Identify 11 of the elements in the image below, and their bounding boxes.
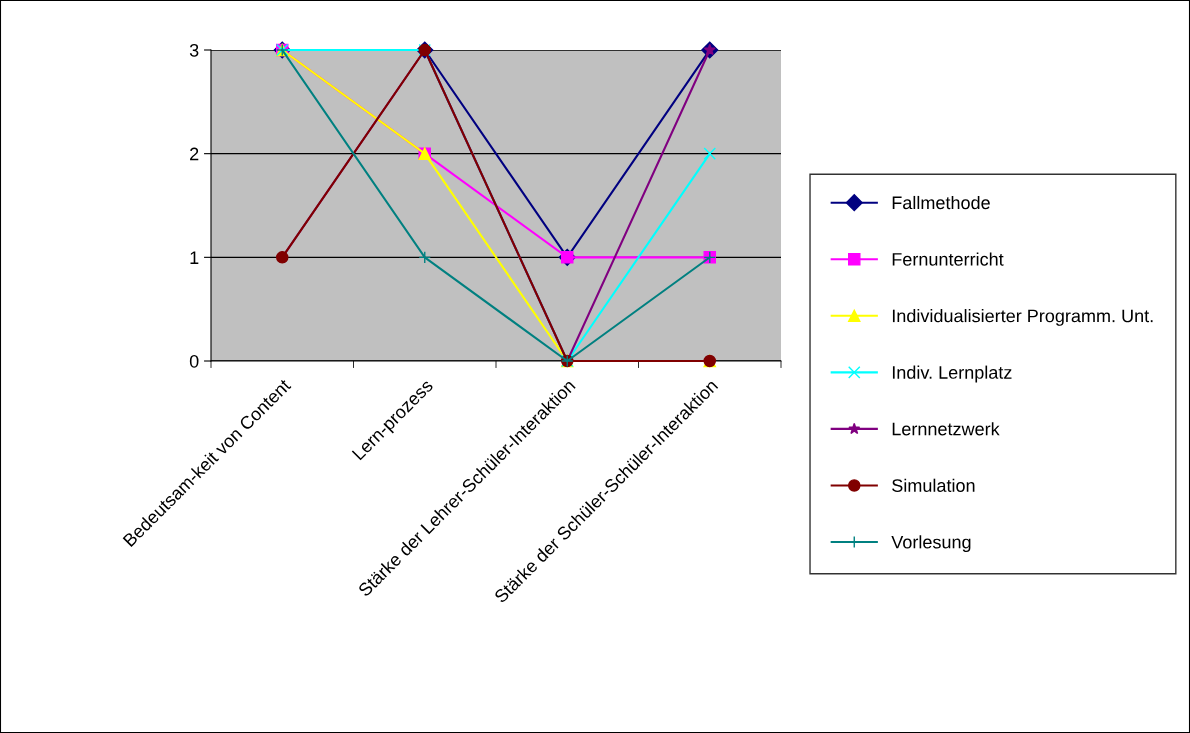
y-tick-label: 2: [190, 147, 199, 161]
legend-label: Fernunterricht: [892, 252, 1004, 266]
legend-label: Vorlesung: [891, 535, 971, 553]
legend-label: Fallmethode: [892, 195, 990, 210]
legend-label: Individualisierter Programm. Unt.: [892, 309, 1153, 326]
y-tick-label: 1: [190, 251, 199, 264]
legend-label: Simulation: [892, 478, 975, 492]
legend-label: Indiv. Lernplatz: [892, 365, 1012, 383]
y-tick-label: 0: [189, 354, 199, 368]
y-tick-label: 3: [189, 43, 199, 57]
legend-label: Lernnetzwerk: [892, 422, 1000, 436]
